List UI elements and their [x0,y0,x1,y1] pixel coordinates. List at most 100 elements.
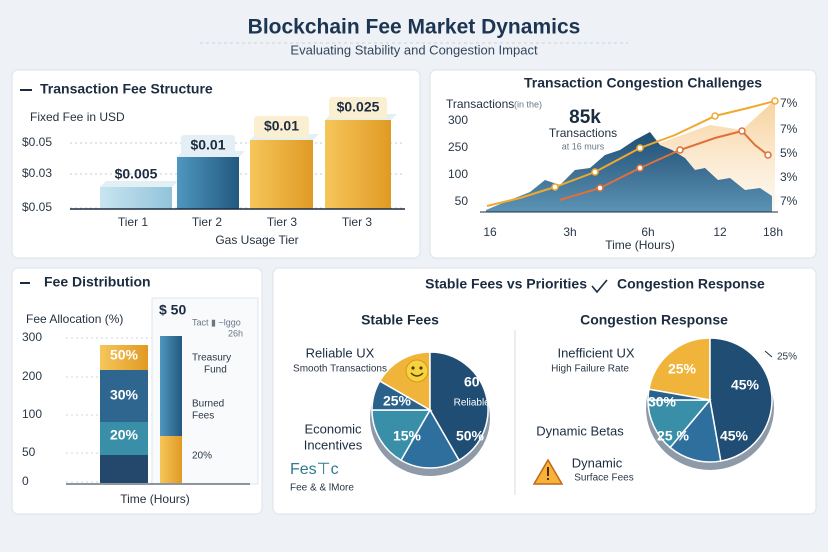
panel-title: Transaction Fee Structure [40,81,213,97]
y2-tick-label: 7% [780,122,798,136]
callout-text: Transactions [549,126,617,140]
pie-slice [429,351,489,462]
x-tick-label: 3h [563,225,576,239]
warning-mark [547,478,549,480]
callout-label: Inefficient UX [557,345,634,360]
page-subtitle: Evaluating Stability and Congestion Impa… [290,42,538,57]
axis-label: Time (Hours) [605,238,675,252]
bar [325,120,391,209]
y-tick-label: $0.05 [22,135,52,149]
legend-bar [160,336,182,436]
smiley-eye [411,366,415,370]
callout-sub: High Failure Rate [551,364,629,375]
legend-text: Fund [204,365,227,376]
x-tick-label: 16 [483,225,497,239]
pie-title: Stable Fees [361,312,439,328]
point [738,127,746,135]
failure-line [559,129,769,201]
pie-slice [648,337,711,401]
panel-title: Transaction Congestion Challenges [524,75,762,91]
segment [100,345,148,370]
legend-text: Fees [192,411,214,422]
y-tick-label: $0.03 [22,166,52,180]
bar-label: $0.005 [115,166,158,182]
x-tick-label: Tier 1 [118,215,149,229]
y2-tick-label: 7% [780,96,798,110]
segment-label: 30% [110,387,139,403]
slice-note: Reliable UX [454,398,507,409]
slice-label: 25 % [657,428,689,444]
pie-slice [709,337,773,462]
callout-note: at 16 murs [562,141,605,151]
price-label: $ 50 [159,302,186,318]
y-tick-label: 300 [448,113,468,127]
callout-label: Economic [304,421,362,436]
segment [100,370,148,422]
axis-label: Fee Allocation (%) [26,312,123,326]
legend-text: 20% [192,451,212,462]
point [764,151,772,159]
y-tick-label: 200 [22,369,42,383]
x-tick-label: Tier 3 [267,215,298,229]
y2-tick-label: 3% [780,170,798,184]
smiley-mouth [410,372,424,377]
bar-top [100,181,178,187]
slice-label: 60% [464,374,493,390]
callout-value: 85k [569,107,601,128]
slice-label: 25% [668,361,697,377]
label-box [254,116,309,138]
y-tick-label: 50 [22,445,36,459]
legend-bar [160,436,182,483]
smiley [405,359,429,383]
x-tick-label: Tier 2 [192,215,223,229]
x-tick-label: Tier 3 [342,215,373,229]
axis-note: (in the) [514,99,542,109]
side-dash [764,350,773,358]
legend-text: Treasury [192,353,231,364]
segment-label: 50% [110,347,139,363]
check-icon [591,279,608,294]
slice-label: 50% [456,428,485,444]
bar [250,140,313,209]
y-tick-label: 100 [22,407,42,421]
pie-slice [371,379,433,411]
axis-label: Gas Usage Tier [215,233,298,247]
warning-mark [547,467,549,476]
panel-title: Congestion Response [617,276,765,292]
callout-label: Reliable UX [306,345,375,360]
label-box [181,135,235,157]
legend-text: Tact ▮ ~lggo [192,317,241,327]
point [636,164,644,172]
slice-label: 25% [383,393,412,409]
warning-text: Surface Fees [574,473,633,484]
panel-title: Fee Distribution [44,274,151,290]
point [771,97,779,105]
volume-area [486,132,772,212]
bar-label: $0.01 [190,137,225,153]
callout-label: Dynamic Betas [536,423,624,438]
segment-label: 20% [110,427,139,443]
x-tick-label: 6h [641,225,654,239]
bar-label: $0.025 [337,99,380,115]
point [676,146,684,154]
pie-slice [647,399,712,449]
brand-sub: Fee & & lMore [290,483,354,494]
point [636,144,644,152]
page-title: Blockchain Fee Market Dynamics [248,16,581,39]
pie-slice [371,409,432,462]
smiley-eye [419,366,423,370]
slice-label: 45% [731,377,760,393]
bar [100,187,172,209]
slice-label: 15% [393,428,422,444]
axis-label: Transactions [446,97,514,111]
panel-title: Stable Fees vs Priorities [425,276,587,292]
x-tick-label: 12 [713,225,727,239]
point [596,184,604,192]
segment [100,422,148,455]
bar [177,157,239,209]
y-tick-label: 100 [448,167,468,181]
callout-label: Incentives [304,437,363,452]
y-tick-label: 250 [448,140,468,154]
